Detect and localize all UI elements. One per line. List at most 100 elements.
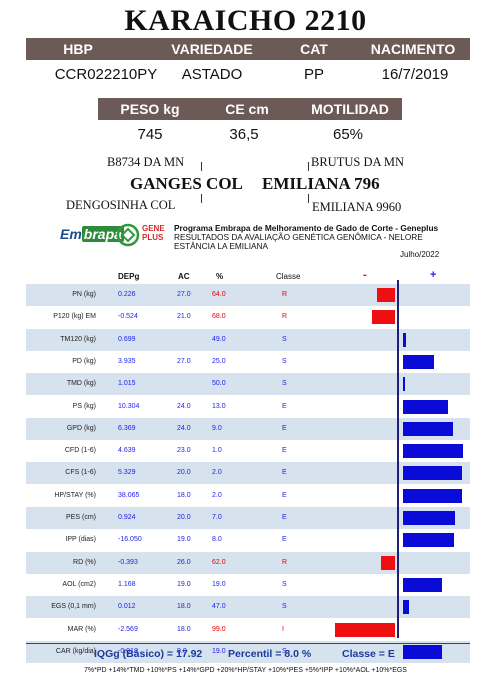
dep-bar <box>402 488 463 503</box>
depg-value: -16.050 <box>118 536 142 544</box>
header-peso: PESO kg <box>120 101 180 117</box>
percent-value: 1.0 <box>212 447 222 455</box>
ac-value: 19.0 <box>177 536 191 544</box>
table-row: GPD (kg) 6.369 24.0 9.0 E <box>26 417 470 440</box>
depg-value: 0.226 <box>118 291 136 298</box>
header-motilidad: MOTILIDAD <box>311 101 389 117</box>
ac-value: 27.0 <box>177 357 191 365</box>
classe-value: S <box>282 380 287 388</box>
trait-label: P120 (kg) EM <box>53 313 96 321</box>
table-row: CAR (kg/dia) -0.018 9.0 19.0 S <box>26 640 470 663</box>
dep-bar <box>402 644 442 659</box>
percent-value: 25.0 <box>212 357 226 365</box>
summary-rule <box>26 643 470 644</box>
pedigree-sire-sire: B8734 DA MN <box>107 155 185 169</box>
trait-label: CFS (1-6) <box>65 469 96 477</box>
column-ac: AC <box>178 272 190 281</box>
column-depg: DEPg <box>118 272 140 281</box>
classe-value: E <box>282 447 287 455</box>
trait-label: GPD (kg) <box>66 424 96 432</box>
classe-value: E <box>282 424 287 432</box>
ac-value: 27.0 <box>177 291 191 298</box>
column-plus: + <box>430 269 437 281</box>
ac-value: 20.0 <box>177 514 191 521</box>
table-row: MAR (%) -2.569 18.0 99.0 I <box>26 619 470 641</box>
ac-value: 21.0 <box>177 313 191 321</box>
ac-value: 9.0 <box>177 647 187 655</box>
percent-value: 13.0 <box>212 402 226 410</box>
percent-value: 64.0 <box>212 291 226 298</box>
performance-header-bar: PESO kg CE cm MOTILIDAD <box>98 98 402 120</box>
dep-bar <box>402 533 454 548</box>
table-row: EGS (0,1 mm) 0.012 18.0 47.0 S <box>26 596 470 619</box>
trait-label: TM120 (kg) <box>60 335 96 343</box>
trait-label: PD (kg) <box>72 357 96 365</box>
table-row: PES (cm) 0.924 20.0 7.0 E <box>26 507 470 529</box>
trait-label: CFD (1-6) <box>64 447 96 455</box>
program-heading: Programa Embrapa de Melhoramento de Gado… <box>174 224 438 251</box>
depg-value: 0.699 <box>118 335 136 343</box>
dep-bar <box>402 399 448 414</box>
summary-iqgg: IQGg (Básico) = 17.92 <box>94 648 203 660</box>
percent-value: 19.0 <box>212 647 226 655</box>
dep-bar <box>402 466 463 481</box>
dep-bar <box>380 555 396 570</box>
ac-value: 26.0 <box>177 558 191 566</box>
pedigree-dam: EMILIANA 796 <box>262 174 380 193</box>
table-row: IPP (dias) -16.050 19.0 8.0 E <box>26 529 470 551</box>
classe-value: S <box>282 603 287 611</box>
table-row: P120 (kg) EM -0.524 21.0 68.0 R <box>26 306 470 328</box>
classe-value: R <box>282 558 288 566</box>
value-motilidad: 65% <box>332 126 364 143</box>
geneplus-logo-icon <box>117 223 140 247</box>
trait-label: RD (%) <box>73 558 96 566</box>
trait-label: CAR (kg/dia) <box>55 647 96 655</box>
program-line-2: RESULTADOS DA AVALIAÇÃO GENÉTICA GENÔMIC… <box>174 232 423 242</box>
header-variedade: VARIEDADE <box>171 41 253 57</box>
trait-label: PS (kg) <box>72 402 96 410</box>
dep-bar <box>402 354 434 369</box>
classe-value: E <box>282 402 287 410</box>
geneplus-logo-text: GENE PLUS <box>142 224 165 242</box>
trait-label: AOL (cm2) <box>62 580 96 588</box>
table-row: HP/STAY (%) 38.065 18.0 2.0 E <box>26 485 470 507</box>
dep-bar <box>334 622 396 637</box>
value-peso: 745 <box>137 126 163 143</box>
program-line-3: ESTÂNCIA LA EMILIANA <box>174 241 269 251</box>
dep-bar <box>402 421 453 436</box>
dep-bar <box>402 444 464 459</box>
summary-classe: Classe = E <box>342 648 395 660</box>
percent-value: 49.0 <box>212 335 226 343</box>
percent-value: 9.0 <box>212 424 222 432</box>
pedigree-tick <box>308 162 309 171</box>
percent-value: 2.0 <box>212 491 222 499</box>
table-row: PS (kg) 10.304 24.0 13.0 E <box>26 396 470 418</box>
classe-value: E <box>282 491 287 499</box>
classe-value: E <box>282 536 287 544</box>
column-minus: - <box>363 269 367 281</box>
table-row: CFD (1-6) 4.639 23.0 1.0 E <box>26 440 470 462</box>
classe-value: I <box>282 625 284 633</box>
classe-value: S <box>282 580 287 588</box>
depg-value: -0.524 <box>118 313 138 321</box>
embrapa-logo: Em brapa <box>60 226 124 242</box>
table-row: PD (kg) 3.935 27.0 25.0 S <box>26 351 470 373</box>
trait-label: PES (cm) <box>66 514 96 521</box>
percent-value: 2.0 <box>212 469 222 477</box>
table-row: CFS (1-6) 5.329 20.0 2.0 E <box>26 462 470 485</box>
depg-value: 1.015 <box>118 380 136 388</box>
classe-value: E <box>282 469 287 477</box>
ac-value: 18.0 <box>177 491 191 499</box>
depg-value: -0.393 <box>118 558 138 566</box>
dep-bar <box>402 511 456 525</box>
dep-bar <box>402 377 405 392</box>
depg-value: -2.569 <box>118 625 138 633</box>
chart-zero-axis <box>397 280 399 638</box>
value-cat: PP <box>303 66 324 83</box>
percent-value: 8.0 <box>212 536 222 544</box>
depg-value: 38.065 <box>118 491 140 499</box>
pedigree-sire: GANGES COL <box>130 174 243 193</box>
depg-value: 10.304 <box>118 402 140 410</box>
depg-value: -0.018 <box>118 647 138 655</box>
classe-value: R <box>282 291 288 298</box>
